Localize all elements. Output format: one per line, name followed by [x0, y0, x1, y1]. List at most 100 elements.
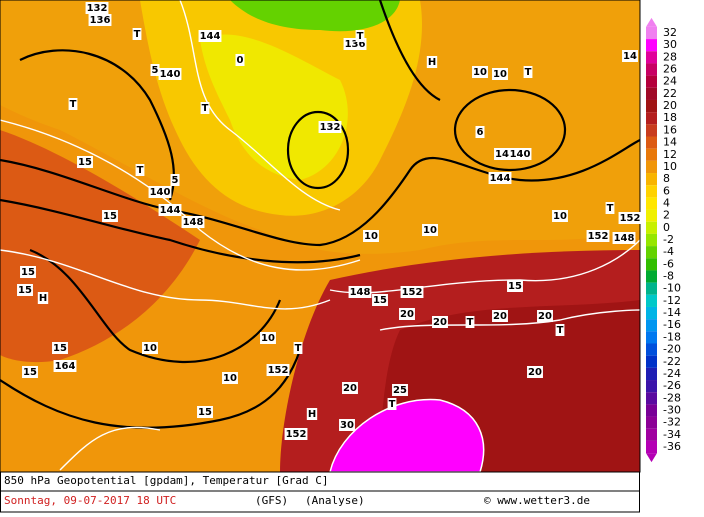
contour-label: 140	[510, 149, 531, 160]
contour-label: 136	[90, 15, 111, 26]
contour-label: 15	[23, 367, 37, 378]
label-bg	[20, 266, 36, 278]
contour-label: 6	[477, 127, 484, 138]
colorbar-label: -34	[663, 428, 681, 441]
colorbar-label: -16	[663, 318, 681, 331]
contour-label: 5	[152, 65, 159, 76]
colorbar-label: -30	[663, 403, 681, 416]
contour-label: T	[607, 203, 614, 214]
contour-label: 14	[623, 51, 637, 62]
label-bg	[306, 408, 318, 420]
colorbar-swatch	[646, 233, 657, 247]
footer-title: 850 hPa Geopotential [gpdam], Temperatur…	[4, 474, 329, 487]
colorbar-swatch	[646, 148, 657, 161]
label-bg	[22, 366, 38, 378]
colorbar-swatch	[646, 160, 657, 174]
colorbar-swatch	[646, 404, 657, 417]
label-bg	[158, 204, 182, 216]
label-bg	[142, 342, 158, 354]
label-bg	[348, 286, 372, 298]
label-bg	[523, 66, 533, 78]
field-darkorange	[0, 130, 200, 363]
geopotential-contours	[0, 0, 641, 429]
label-bg	[222, 372, 238, 384]
label-bg	[399, 308, 415, 320]
label-bg	[426, 56, 438, 68]
contour-label: 20	[538, 311, 552, 322]
isotherm	[329, 398, 485, 473]
contour-label: 152	[286, 429, 307, 440]
colorbar-swatch	[646, 26, 657, 40]
label-bg	[465, 316, 475, 328]
contour-label: T	[137, 165, 144, 176]
colorbar-label: 32	[663, 26, 677, 39]
label-bg	[102, 210, 118, 222]
colorbar-swatch	[646, 294, 657, 307]
colorbar-swatch	[646, 173, 657, 186]
contour-label: T	[557, 325, 564, 336]
label-bg	[17, 284, 33, 296]
label-bg	[284, 428, 308, 440]
label-bg	[488, 172, 512, 184]
colorbar-swatch	[646, 306, 657, 320]
colorbar-swatch	[646, 185, 657, 198]
colorbar-label: -22	[663, 355, 681, 368]
contour-label: 0	[237, 55, 244, 66]
label-bg	[363, 230, 379, 242]
label-bg	[507, 280, 523, 292]
contour-label: 25	[393, 385, 407, 396]
colorbar-swatch	[646, 39, 657, 52]
label-bg	[605, 202, 615, 214]
label-bg	[342, 382, 358, 394]
label-bg	[494, 148, 510, 160]
label-bg	[52, 342, 68, 354]
label-bg	[612, 232, 636, 244]
colorbar-label: -8	[663, 270, 674, 283]
colorbar-swatch	[646, 63, 657, 76]
label-bg	[537, 310, 553, 322]
label-bg	[492, 310, 508, 322]
colorbar-label: -36	[663, 440, 681, 453]
colorbar-swatch	[646, 270, 657, 283]
label-bg	[387, 398, 397, 410]
colorbar-label: 30	[663, 38, 677, 51]
contour-label: T	[525, 67, 532, 78]
contour-label: T	[134, 29, 141, 40]
contour-label: 15	[508, 281, 522, 292]
colorbar-label: 6	[663, 184, 670, 197]
footer-date: Sonntag, 09-07-2017 18 UTC	[4, 494, 176, 507]
contour-label: 20	[400, 309, 414, 320]
colorbar-label: 24	[663, 75, 677, 88]
label-bg	[150, 64, 160, 76]
contour-label: H	[39, 293, 47, 304]
label-bg	[53, 360, 77, 372]
contour-label: 132	[87, 3, 108, 14]
contour-label: 15	[103, 211, 117, 222]
footer-run: (Analyse)	[305, 494, 365, 507]
contour-label: 148	[183, 217, 204, 228]
contour-label: 152	[268, 365, 289, 376]
label-bg	[355, 30, 365, 42]
label-bg	[260, 332, 276, 344]
contour-label: T	[357, 31, 364, 42]
footer-credit: © www.wetter3.de	[484, 494, 590, 507]
label-bg	[527, 366, 543, 378]
footer-frame	[0, 471, 640, 513]
colorbar-label: 4	[663, 196, 670, 209]
contour-label: 140	[160, 69, 181, 80]
label-bg	[88, 14, 112, 26]
contour-label: 164	[55, 361, 76, 372]
colorbar-label: 22	[663, 87, 677, 100]
colorbar-swatch	[646, 343, 657, 356]
label-bg	[200, 102, 210, 114]
colorbar-label: -14	[663, 306, 681, 319]
contour-label: 10	[493, 69, 507, 80]
colorbar-swatch	[646, 87, 657, 100]
map-field	[0, 0, 640, 473]
contour-label: H	[428, 57, 436, 68]
colorbar-swatch	[646, 124, 657, 137]
label-bg	[372, 294, 388, 306]
colorbar-swatch	[646, 392, 657, 405]
contour-label: 10	[143, 343, 157, 354]
colorbar-label: 18	[663, 111, 677, 124]
